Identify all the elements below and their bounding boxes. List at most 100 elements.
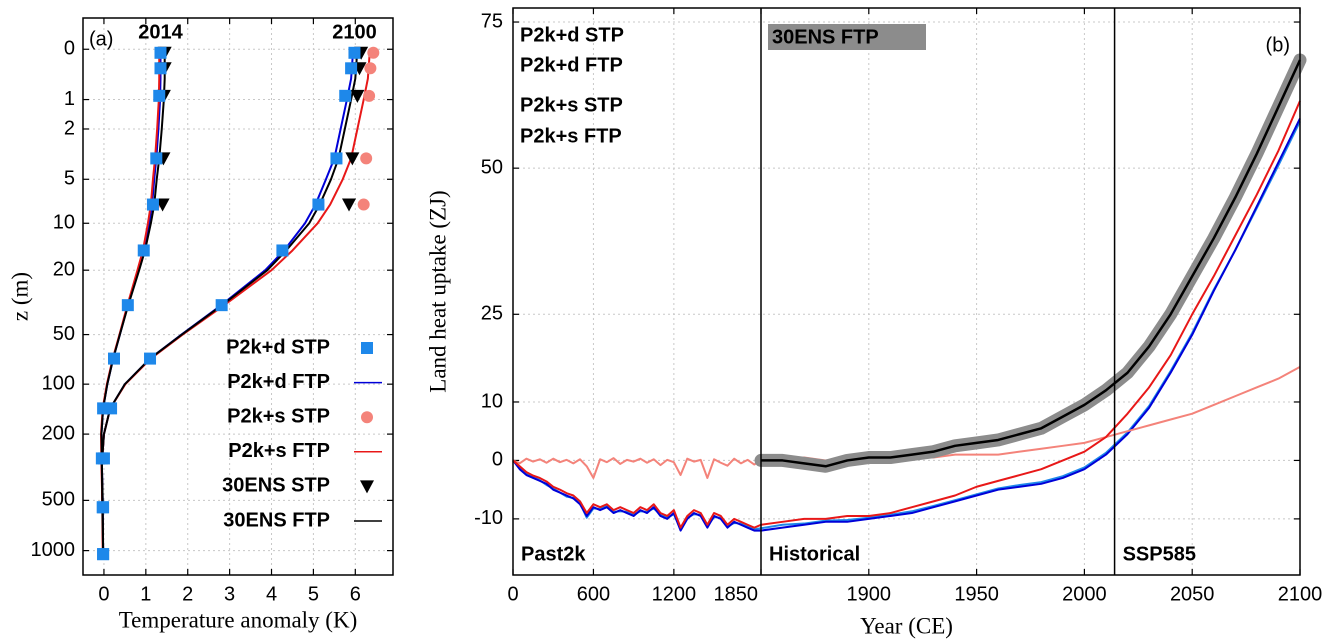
x-tick-label: 2100 (1278, 583, 1323, 605)
y-tick-label: 1000 (31, 539, 76, 561)
square-marker (150, 152, 163, 165)
x-tick-label: 2000 (1062, 583, 1107, 605)
x-tick-label: 2050 (1170, 583, 1215, 605)
square-marker (144, 352, 157, 365)
triangle-marker (350, 89, 365, 103)
y-tick-label: 200 (42, 422, 75, 444)
legend-label: P2k+s FTP (228, 440, 330, 462)
square-marker (339, 89, 352, 102)
y-tick-label: 2 (64, 117, 75, 139)
y-tick-label: 10 (53, 212, 75, 234)
y-tick-label: 75 (481, 10, 503, 32)
legend-label: 30ENS STP (222, 475, 330, 497)
y-tick-label: 1 (64, 88, 75, 110)
panel-label: (a) (89, 28, 113, 50)
legend-label: P2k+d FTP (520, 54, 623, 76)
square-marker (215, 299, 228, 312)
x-tick-label: 0 (98, 583, 109, 605)
period-label: Historical (769, 543, 860, 565)
triangle-marker (345, 152, 360, 166)
square-marker (146, 198, 159, 211)
series-line (512, 366, 1301, 479)
square-marker (137, 244, 150, 257)
x-tick-label: 1900 (847, 583, 892, 605)
y-tick-label: 0 (64, 38, 75, 60)
legend-label: P2k+d STP (226, 336, 330, 358)
x-tick-label: 1950 (954, 583, 999, 605)
profile-line (100, 49, 166, 551)
x-tick-label: 600 (577, 583, 610, 605)
x-tick-label: 3 (224, 583, 235, 605)
square-marker (154, 62, 167, 75)
square-marker (153, 89, 166, 102)
circle-marker (364, 62, 377, 75)
triangle-marker (155, 198, 170, 212)
circle-marker (367, 46, 380, 59)
x-tick-label: 1 (140, 583, 151, 605)
square-marker (108, 352, 120, 365)
circle-marker (363, 89, 376, 102)
square-marker (97, 501, 110, 514)
legend-label: P2k+d FTP (227, 371, 330, 393)
y-tick-label: 25 (481, 303, 503, 325)
square-marker (121, 299, 134, 312)
plot-frame (512, 7, 1301, 576)
profile-line (100, 49, 359, 551)
circle-marker (361, 411, 373, 424)
x-tick-label: 1200 (652, 583, 697, 605)
x-tick-label: 1850 (714, 583, 759, 605)
legend-label: P2k+s FTP (520, 125, 622, 147)
y-tick-label: 50 (53, 323, 75, 345)
profile-label: 2100 (332, 21, 377, 43)
circle-marker (360, 152, 373, 165)
triangle-marker (342, 198, 357, 212)
plot-frame (82, 17, 394, 576)
x-tick-label: 0 (507, 583, 518, 605)
x-axis-title: Year (CE) (860, 613, 953, 638)
square-marker (312, 198, 325, 211)
panel-label: (b) (1266, 34, 1290, 56)
period-label: SSP585 (1123, 543, 1196, 565)
x-axis-title: Temperature anomaly (K) (119, 607, 358, 632)
profile-label: 2014 (138, 21, 183, 43)
series-line (761, 59, 1302, 468)
square-marker (105, 402, 118, 415)
legend-box (768, 24, 926, 50)
square-marker (330, 152, 343, 165)
uncertainty-band (754, 53, 1307, 473)
square-marker (97, 548, 110, 561)
triangle-marker (360, 480, 374, 494)
y-tick-label: 20 (53, 258, 75, 280)
x-tick-label: 6 (350, 583, 361, 605)
y-tick-label: -10 (474, 507, 503, 529)
legend-label: P2k+s STP (520, 94, 623, 116)
x-tick-label: 4 (266, 583, 277, 605)
x-tick-label: 5 (308, 583, 319, 605)
square-marker (345, 62, 358, 75)
square-marker (276, 244, 289, 257)
x-tick-label: 2 (182, 583, 193, 605)
y-tick-label: 500 (42, 489, 75, 511)
y-tick-label: 5 (64, 168, 75, 190)
legend-label: 30ENS FTP (223, 509, 330, 531)
square-marker (361, 342, 373, 354)
y-tick-label: 50 (481, 156, 503, 178)
square-marker (154, 46, 167, 59)
square-marker (97, 452, 110, 465)
series-line (512, 120, 1301, 531)
y-tick-label: 10 (481, 390, 503, 412)
legend-label: 30ENS FTP (772, 26, 879, 48)
y-axis-title: z (m) (7, 272, 32, 321)
square-marker (348, 46, 361, 59)
legend-label: P2k+d STP (520, 24, 624, 46)
y-axis-title: Land heat uptake (ZJ) (425, 190, 450, 392)
series-line (512, 100, 1301, 529)
y-tick-label: 0 (492, 449, 503, 471)
period-label: Past2k (521, 543, 586, 565)
circle-marker (357, 198, 370, 211)
y-tick-label: 100 (42, 372, 75, 394)
series-line (512, 118, 1301, 532)
legend-label: P2k+s STP (227, 405, 330, 427)
